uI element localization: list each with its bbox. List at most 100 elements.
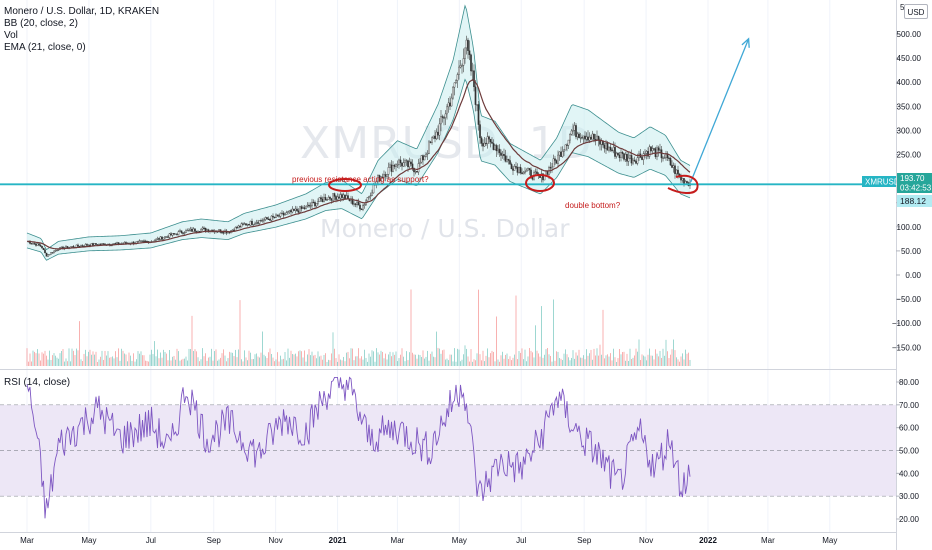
volume-bar bbox=[187, 360, 188, 366]
candle-body bbox=[584, 135, 586, 140]
projection-arrow[interactable] bbox=[690, 38, 750, 183]
volume-bar bbox=[668, 358, 670, 366]
volume-bar bbox=[205, 353, 206, 366]
volume-bar bbox=[385, 353, 386, 366]
legend-rsi[interactable]: RSI (14, close) bbox=[4, 377, 71, 388]
candle-body bbox=[236, 226, 238, 229]
volume-bar bbox=[49, 350, 50, 366]
volume-bar bbox=[530, 350, 532, 366]
volume-bar bbox=[223, 349, 224, 366]
volume-bar bbox=[460, 361, 461, 366]
candle-body bbox=[287, 211, 289, 213]
candle-body bbox=[618, 154, 621, 158]
volume-bar bbox=[455, 361, 457, 366]
volume-bar bbox=[403, 356, 404, 366]
volume-bar bbox=[667, 351, 668, 366]
volume-bar bbox=[547, 348, 548, 366]
volume-bar bbox=[214, 351, 215, 366]
volume-bar bbox=[107, 351, 109, 366]
volume-bar bbox=[85, 349, 86, 366]
volume-bar bbox=[197, 357, 199, 366]
volume-bar bbox=[62, 349, 64, 366]
volume-bar bbox=[439, 348, 440, 366]
legend-ema[interactable]: EMA (21, close, 0) bbox=[4, 42, 86, 53]
double-bottom-circle-2[interactable] bbox=[667, 174, 699, 194]
volume-bar bbox=[493, 351, 494, 366]
legend-vol[interactable]: Vol bbox=[4, 30, 18, 41]
candle-body bbox=[56, 249, 58, 252]
volume-bar bbox=[674, 350, 676, 366]
candle-body bbox=[660, 149, 663, 159]
volume-bar bbox=[370, 356, 371, 366]
resistance-circle[interactable] bbox=[328, 178, 362, 192]
candle-body bbox=[80, 245, 82, 247]
volume-bar bbox=[143, 355, 145, 366]
volume-bar bbox=[103, 359, 104, 366]
candle-body bbox=[179, 230, 181, 232]
candle-body bbox=[342, 194, 345, 198]
double-bottom-circle-1[interactable] bbox=[525, 174, 555, 192]
candle-body bbox=[582, 135, 585, 139]
volume-bar bbox=[542, 357, 544, 366]
volume-bar bbox=[610, 353, 611, 366]
candle-body bbox=[611, 149, 613, 152]
rsi-axis[interactable]: 80.00 70.00 60.00 50.00 40.00 30.00 20.00 bbox=[896, 378, 920, 524]
candle-body bbox=[647, 151, 649, 157]
volume-bar bbox=[506, 353, 508, 366]
y-tick-label: 400.00 bbox=[897, 78, 922, 87]
candle-body bbox=[504, 155, 507, 162]
volume-bar bbox=[317, 351, 319, 366]
candle-body bbox=[170, 233, 172, 236]
legend-title[interactable]: Monero / U.S. Dollar, 1D, KRAKEN bbox=[4, 6, 160, 17]
currency-unit-button[interactable]: USD bbox=[904, 4, 928, 19]
volume-bar bbox=[95, 351, 97, 366]
candle-body bbox=[579, 137, 582, 139]
volume-bar bbox=[398, 358, 400, 366]
volume-bar bbox=[575, 352, 577, 366]
volume-bar bbox=[467, 356, 469, 366]
volume-bar bbox=[430, 353, 431, 366]
candle-body bbox=[645, 151, 648, 154]
legend-bb[interactable]: BB (20, close, 2) bbox=[4, 18, 78, 29]
annotations[interactable]: previous resistance acting as support? d… bbox=[292, 174, 699, 210]
candle-body bbox=[33, 243, 36, 245]
candle-body bbox=[158, 238, 160, 240]
volume-bar bbox=[161, 357, 163, 366]
candle-body bbox=[569, 134, 571, 141]
candle-body bbox=[488, 136, 490, 140]
volume-bar bbox=[59, 353, 61, 366]
candle-body bbox=[182, 232, 184, 234]
volume-bar bbox=[583, 355, 584, 366]
candle-body bbox=[312, 201, 315, 204]
candle-body bbox=[167, 236, 169, 238]
candle-body bbox=[353, 203, 355, 205]
candle-body bbox=[675, 169, 678, 174]
watermark-name: Monero / U.S. Dollar bbox=[320, 214, 570, 243]
candle-body bbox=[246, 224, 249, 226]
candle-body bbox=[171, 233, 174, 236]
candle-body bbox=[632, 159, 634, 164]
volume-bar bbox=[442, 350, 443, 366]
volume-bar bbox=[410, 289, 412, 366]
volume-bar bbox=[100, 356, 101, 366]
candle-body bbox=[240, 223, 243, 228]
candle-body bbox=[585, 136, 588, 140]
candle-body bbox=[86, 244, 88, 246]
volume-bar bbox=[203, 356, 205, 366]
candle-body bbox=[221, 232, 223, 234]
y-tick-label: −100.00 bbox=[892, 319, 922, 328]
volume-bar bbox=[361, 356, 362, 366]
volume-bar bbox=[281, 359, 283, 366]
volume-bar bbox=[104, 350, 106, 366]
candle-body bbox=[75, 244, 78, 248]
time-axis[interactable]: Mar May Jul Sep Nov 2021 Mar May Jul Sep Nov 2022 Ma… bbox=[20, 536, 837, 545]
volume-bar bbox=[599, 344, 601, 366]
candle-body bbox=[524, 171, 526, 173]
volume-bar bbox=[308, 349, 310, 366]
volume-bar bbox=[199, 361, 200, 366]
volume-bar bbox=[263, 354, 265, 366]
candle-body bbox=[195, 231, 198, 233]
double-bottom-annotation: double bottom? bbox=[565, 201, 621, 210]
volume-bar bbox=[424, 358, 425, 366]
